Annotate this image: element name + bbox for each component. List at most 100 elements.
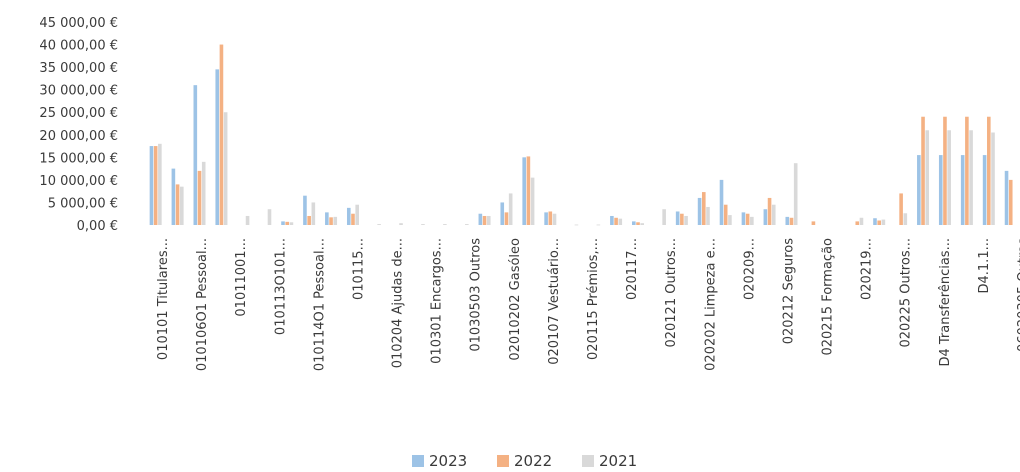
bar-2023 (763, 209, 768, 225)
x-axis: 010101 Titulares... 010106O1 Pessoal... 01… (156, 238, 1020, 371)
y-tick-label: 10 000,00 € (39, 174, 118, 189)
bar-2023 (171, 168, 176, 225)
bar-2021 (947, 130, 951, 225)
bar-2021 (706, 206, 710, 225)
bar-2021 (662, 209, 666, 225)
bar-2021 (728, 215, 732, 225)
bar-2021 (486, 215, 491, 225)
bar-2022 (855, 221, 860, 225)
bar-2023 (982, 155, 987, 225)
bar-2021 (333, 216, 338, 225)
x-tick-label: 020107 Vestuário... (547, 238, 562, 365)
bar-2022 (614, 217, 618, 225)
bar-2021 (618, 218, 623, 225)
bar-2022 (153, 146, 158, 225)
bar-2023 (478, 213, 483, 225)
bar-2021 (640, 223, 645, 225)
legend-swatch-2023 (412, 455, 424, 467)
bar-2023 (610, 215, 614, 225)
bar-2021 (179, 186, 184, 225)
bar-2021 (245, 215, 250, 225)
x-tick-label: 020115 Prémios,... (586, 238, 601, 360)
y-tick-label: 30 000,00 € (39, 84, 118, 99)
bar-2021 (552, 213, 557, 225)
bar-2023 (719, 179, 724, 225)
bar-2023 (149, 146, 154, 225)
bar-2022 (285, 221, 290, 225)
x-tick-label: 020225 Outros... (899, 238, 914, 348)
x-tick-label: 010101 Titulares... (156, 238, 171, 360)
bar-2022 (307, 215, 311, 225)
bar-2021 (969, 130, 973, 225)
y-tick-label: 25 000,00 € (39, 106, 118, 121)
bar-2022 (548, 211, 553, 225)
bar-2021 (903, 213, 908, 225)
x-tick-label: D4 Transferências... (938, 238, 953, 367)
x-tick-label: 020121 Outros... (664, 238, 679, 348)
x-tick-label: 010114O1 Pessoal... (312, 238, 327, 371)
bar-2022 (504, 212, 509, 225)
y-tick-label: 40 000,00 € (39, 39, 118, 54)
bar-2021 (311, 202, 316, 225)
y-axis: 0,00 € 5 000,00 € 10 000,00 € 15 000,00 € 20… (39, 16, 118, 234)
bar-2023 (346, 207, 351, 225)
bar-2022 (175, 184, 180, 225)
legend: 2023 2022 2021 (412, 452, 637, 470)
bar-2021 (377, 224, 381, 225)
y-tick-label: 45 000,00 € (39, 16, 118, 31)
bar-2023 (325, 212, 329, 225)
bar-2023 (873, 218, 877, 225)
legend-swatch-2021 (582, 455, 594, 467)
bar-2021 (508, 193, 513, 225)
bar-2022 (526, 156, 531, 225)
bar-2023 (522, 157, 526, 225)
bar-2021 (750, 216, 754, 225)
bar-2023 (741, 212, 746, 225)
bar-2021 (465, 224, 469, 225)
bar-2021 (574, 224, 579, 226)
bar-2022 (636, 222, 640, 225)
x-tick-label: 020215 Formação (821, 238, 836, 356)
bar-2023 (917, 155, 921, 225)
bar-2021 (443, 224, 447, 225)
x-tick-label: 010115... (351, 238, 366, 300)
bar-2021 (399, 223, 403, 225)
x-tick-label: 010301 Encargos... (430, 238, 445, 364)
bar-2022 (899, 193, 903, 225)
bar-2021 (355, 204, 359, 225)
bar-2021 (267, 209, 272, 225)
bar-2021 (596, 224, 601, 226)
bar-2021 (289, 222, 294, 225)
bar-2021 (201, 161, 206, 225)
x-tick-label: 020117... (625, 238, 640, 300)
bar-2023 (697, 197, 702, 225)
x-tick-label: D4.1.1... (977, 238, 992, 294)
bar-2022 (921, 116, 925, 225)
bar-2021 (881, 219, 886, 225)
bar-2021 (421, 224, 425, 225)
bar-2022 (877, 220, 881, 225)
bar-2022 (680, 213, 684, 225)
bar-2023 (938, 155, 943, 225)
bar-2022 (943, 116, 947, 225)
x-tick-label: 020219... (860, 238, 875, 300)
bar-2023 (785, 216, 790, 225)
bar-2021 (530, 177, 535, 225)
bar-2023 (675, 211, 680, 225)
bar-2023 (281, 221, 285, 225)
bar-2023 (544, 212, 548, 225)
bar-2022 (789, 217, 794, 225)
legend-label-2023: 2023 (429, 452, 467, 470)
bar-2022 (219, 44, 224, 226)
bar-2022 (482, 215, 487, 225)
bar-2021 (991, 132, 995, 225)
bar-2022 (965, 116, 969, 225)
bar-2022 (745, 213, 750, 225)
y-tick-label: 20 000,00 € (39, 129, 118, 144)
y-tick-label: 0,00 € (77, 219, 118, 234)
bar-2021 (223, 112, 228, 225)
x-tick-label: 06020305 Outras (1016, 238, 1020, 352)
bar-2023 (303, 195, 307, 225)
bar-2023 (960, 155, 965, 225)
